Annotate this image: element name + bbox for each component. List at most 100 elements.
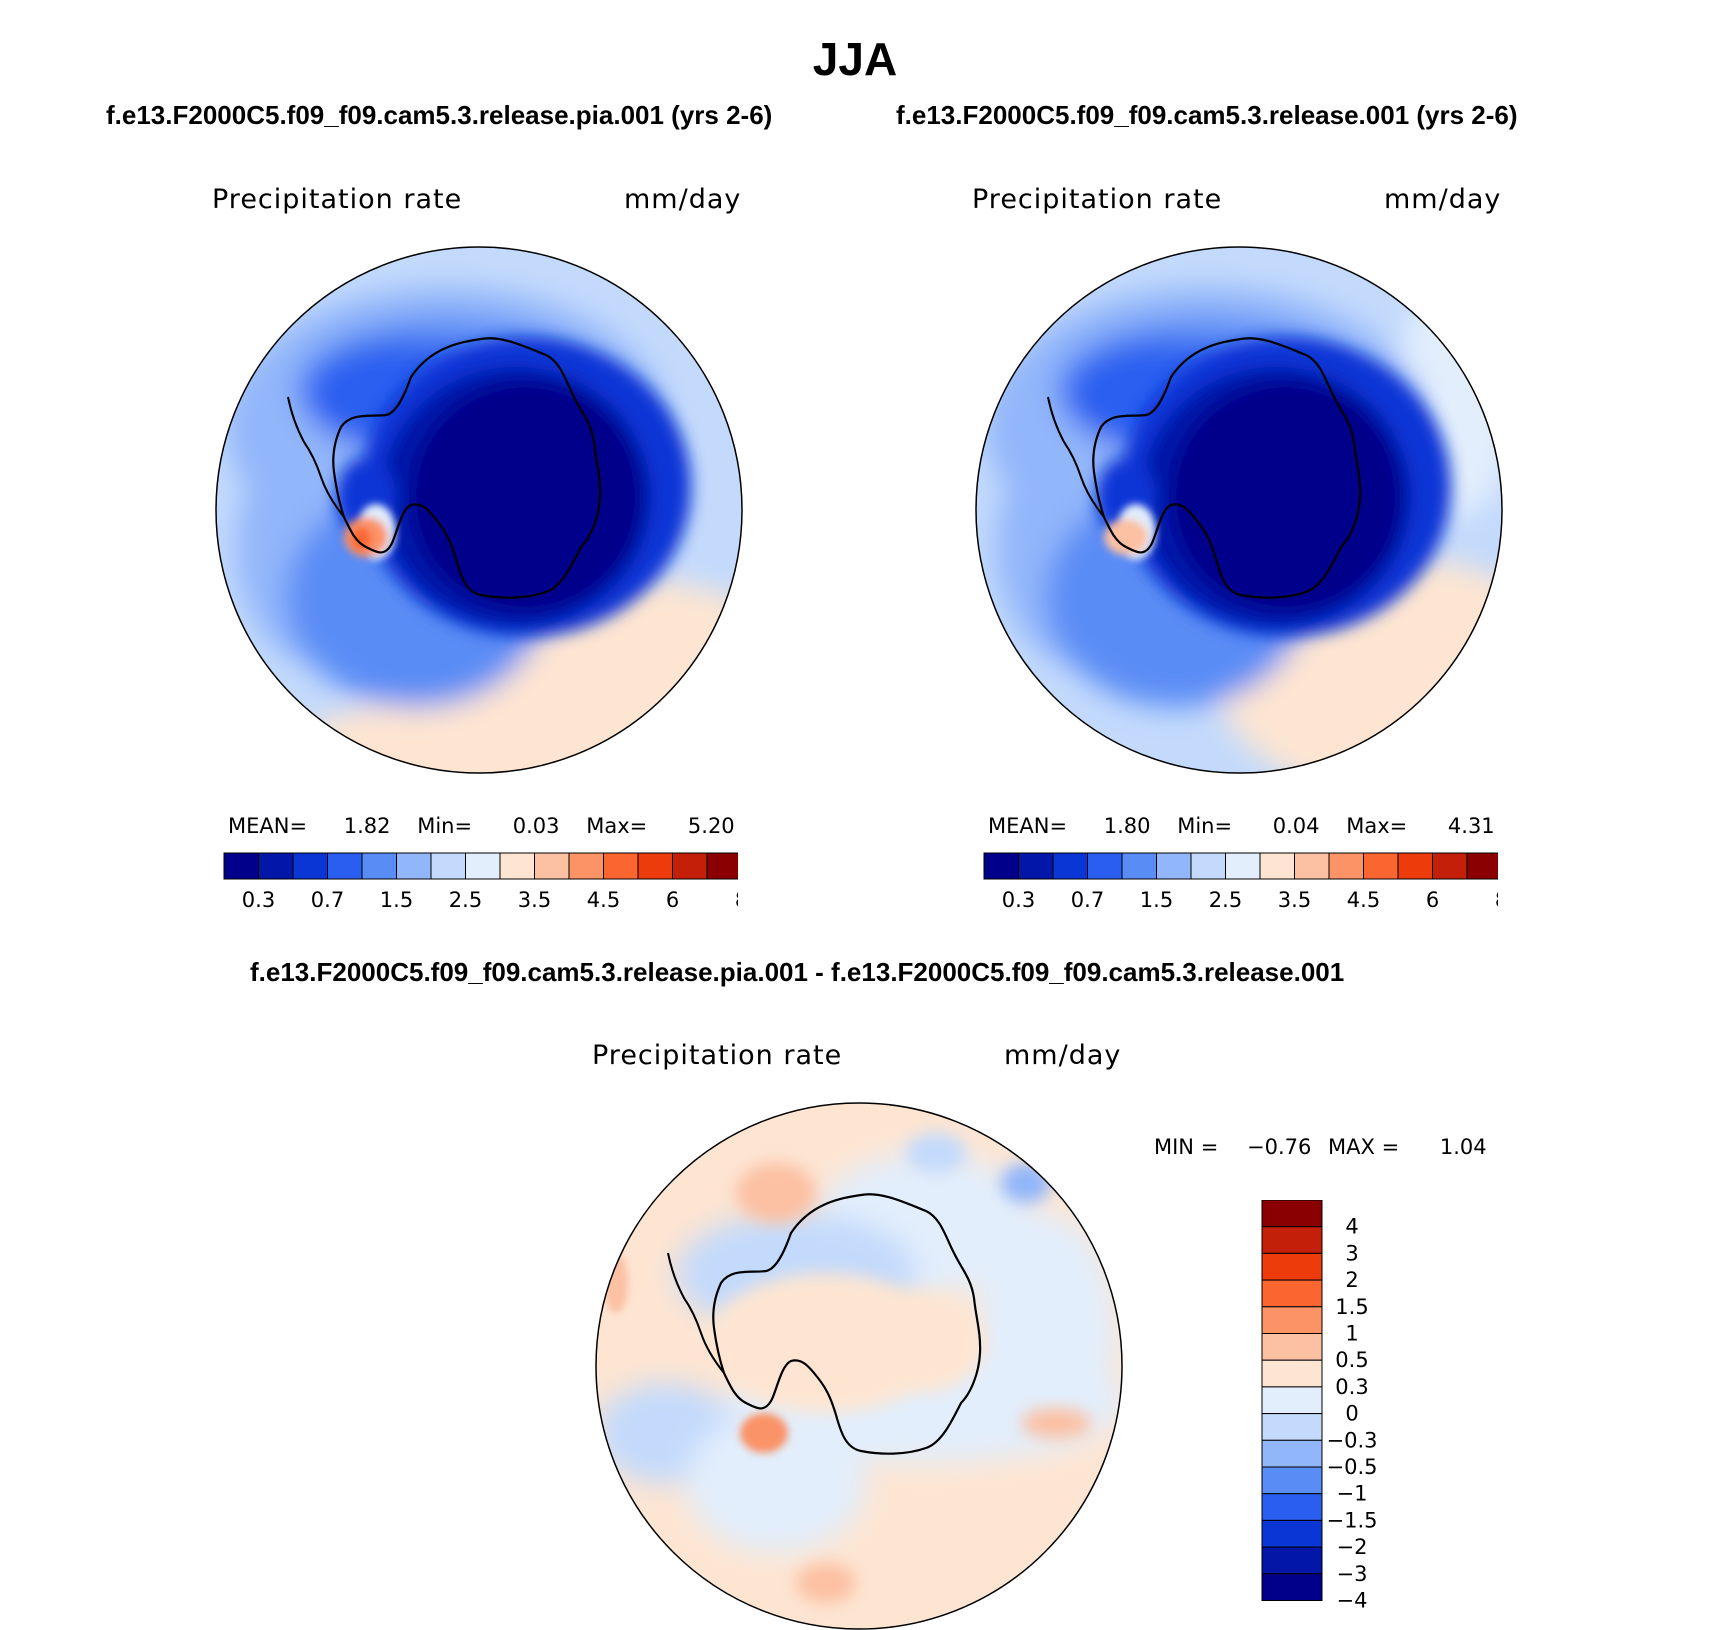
colorbar-swatch bbox=[1261, 1359, 1323, 1388]
colorbar-swatch bbox=[1261, 1573, 1323, 1601]
colorbar-swatch bbox=[1261, 1279, 1323, 1308]
max-value: 1.04 bbox=[1439, 1135, 1487, 1159]
colorbar-swatch bbox=[361, 852, 397, 880]
colorbar-swatch bbox=[1259, 852, 1295, 880]
figure-title: JJA bbox=[812, 33, 898, 85]
mean-label: MEAN= bbox=[228, 814, 308, 838]
colorbar-tick-label: −0.5 bbox=[1327, 1455, 1378, 1479]
colorbar-swatch bbox=[258, 852, 294, 880]
min-label: MIN = bbox=[1154, 1135, 1219, 1159]
colorbar-tick-label: 3.5 bbox=[518, 888, 551, 912]
south-america-edge bbox=[976, 367, 994, 417]
antarctica-coastline bbox=[712, 1193, 982, 1455]
central-increase bbox=[846, 1293, 986, 1393]
colorbar-swatch bbox=[568, 852, 604, 880]
mean-label: MEAN= bbox=[988, 814, 1068, 838]
colorbar-tick-label: 0.5 bbox=[1335, 1348, 1368, 1372]
min-value: 0.04 bbox=[1272, 814, 1320, 838]
max-value: 5.20 bbox=[687, 814, 735, 838]
colorbar-swatch bbox=[1466, 852, 1498, 880]
colorbar-tick-label: 2.5 bbox=[449, 888, 482, 912]
min-label: Min= bbox=[417, 814, 473, 838]
panel-2-units-label: mm/day bbox=[1384, 184, 1502, 215]
panel-2-variable-label: Precipitation rate bbox=[972, 184, 1223, 215]
colorbar-tick-label: 6 bbox=[1426, 888, 1439, 912]
antarctic-peninsula bbox=[667, 1252, 725, 1374]
colorbar-tick-label: −1 bbox=[1337, 1482, 1368, 1506]
max-value: 4.31 bbox=[1447, 814, 1495, 838]
amundsen-decrease bbox=[686, 1413, 866, 1553]
antarctic-peninsula bbox=[1047, 396, 1105, 518]
colorbar-swatch bbox=[534, 852, 570, 880]
colorbar-swatch bbox=[1261, 1466, 1323, 1495]
panel-2-stats: MEAN= 1.80 Min= 0.04 Max= 4.31 bbox=[988, 814, 1495, 838]
colorbar-tick-label: −4 bbox=[1337, 1589, 1368, 1613]
colorbar-swatch bbox=[1087, 852, 1123, 880]
colorbar-swatch bbox=[430, 852, 466, 880]
diff-case-title: f.e13.F2000C5.f09_f09.cam5.3.release.pia… bbox=[250, 957, 1345, 987]
diff-colorbar: 43 2 1.5 10.5 0.3 0−0.3 −0.5 −1−1.5 −2 −3 −4 bbox=[1261, 1200, 1378, 1613]
south-america-edge bbox=[216, 367, 234, 417]
colorbar-swatch bbox=[1156, 852, 1192, 880]
colorbar-swatch bbox=[1052, 852, 1088, 880]
colorbar-tick-label: −3 bbox=[1337, 1562, 1368, 1586]
colorbar-swatch bbox=[327, 852, 363, 880]
antarctic-interior bbox=[411, 382, 641, 612]
colorbar-swatch bbox=[1225, 852, 1261, 880]
colorbar-swatch bbox=[1261, 1252, 1323, 1281]
diff-polar-map bbox=[595, 1102, 1123, 1630]
colorbar-tick-label: 4.5 bbox=[587, 888, 620, 912]
panel-2-case-title: f.e13.F2000C5.f09_f09.cam5.3.release.001… bbox=[896, 100, 1518, 130]
colorbar-tick-label: 4.5 bbox=[1347, 888, 1380, 912]
panel-2-polar-map bbox=[975, 246, 1503, 774]
colorbar-tick-label: 0.3 bbox=[1002, 888, 1035, 912]
colorbar-swatch bbox=[1018, 852, 1054, 880]
colorbar-tick-label: 0.7 bbox=[1071, 888, 1104, 912]
colorbar-swatch bbox=[1261, 1493, 1323, 1521]
colorbar-swatch bbox=[1294, 852, 1330, 880]
colorbar-swatch bbox=[1190, 852, 1226, 880]
colorbar-swatch bbox=[499, 852, 535, 880]
colorbar-swatch bbox=[1432, 852, 1468, 880]
colorbar-swatch bbox=[396, 852, 432, 880]
colorbar-tick-label: 1.5 bbox=[1140, 888, 1173, 912]
colorbar-swatch bbox=[672, 852, 708, 880]
colorbar-swatch bbox=[1363, 852, 1399, 880]
north-increase bbox=[736, 1163, 816, 1223]
colorbar-tick-label: 0 bbox=[1345, 1402, 1358, 1426]
colorbar-swatch bbox=[1261, 1413, 1323, 1441]
panel-1-units-label: mm/day bbox=[624, 184, 742, 215]
min-label: Min= bbox=[1177, 814, 1233, 838]
colorbar-tick-label: 3.5 bbox=[1278, 888, 1311, 912]
antarctica-coastline bbox=[1092, 337, 1362, 599]
mean-value: 1.80 bbox=[1103, 814, 1151, 838]
colorbar-tick-label: 8 bbox=[735, 888, 738, 912]
diff-variable-label: Precipitation rate bbox=[592, 1040, 843, 1071]
colorbar-tick-label: 1.5 bbox=[1335, 1295, 1368, 1319]
min-value: −0.76 bbox=[1246, 1135, 1312, 1159]
peninsula-peak bbox=[1104, 519, 1148, 555]
south-warm-band bbox=[286, 697, 646, 773]
antarctic-peninsula bbox=[287, 396, 345, 518]
panel-1-polar-map bbox=[215, 246, 743, 774]
colorbar-tick-label: −2 bbox=[1337, 1535, 1368, 1559]
colorbar-tick-label: 2.5 bbox=[1209, 888, 1242, 912]
colorbar-swatch bbox=[1121, 852, 1157, 880]
antarctica-coastline bbox=[332, 337, 602, 599]
colorbar-tick-label: 8 bbox=[1495, 888, 1498, 912]
max-label: Max= bbox=[586, 814, 648, 838]
colorbar-tick-label: 0.3 bbox=[242, 888, 275, 912]
colorbar-swatch bbox=[1261, 1439, 1323, 1468]
colorbar-swatch bbox=[1261, 1333, 1323, 1361]
peninsula-increase bbox=[740, 1413, 788, 1453]
colorbar-tick-label: 1.5 bbox=[380, 888, 413, 912]
colorbar-tick-label: 1 bbox=[1345, 1322, 1358, 1346]
colorbar-tick-label: 6 bbox=[666, 888, 679, 912]
colorbar-swatch bbox=[603, 852, 639, 880]
colorbar-swatch bbox=[1261, 1546, 1323, 1575]
colorbar-swatch bbox=[1261, 1226, 1323, 1254]
colorbar-tick-label: 4 bbox=[1345, 1215, 1358, 1239]
max-label: Max= bbox=[1346, 814, 1408, 838]
colorbar-tick-label: 3 bbox=[1345, 1241, 1358, 1265]
colorbar-swatch bbox=[1261, 1519, 1323, 1548]
